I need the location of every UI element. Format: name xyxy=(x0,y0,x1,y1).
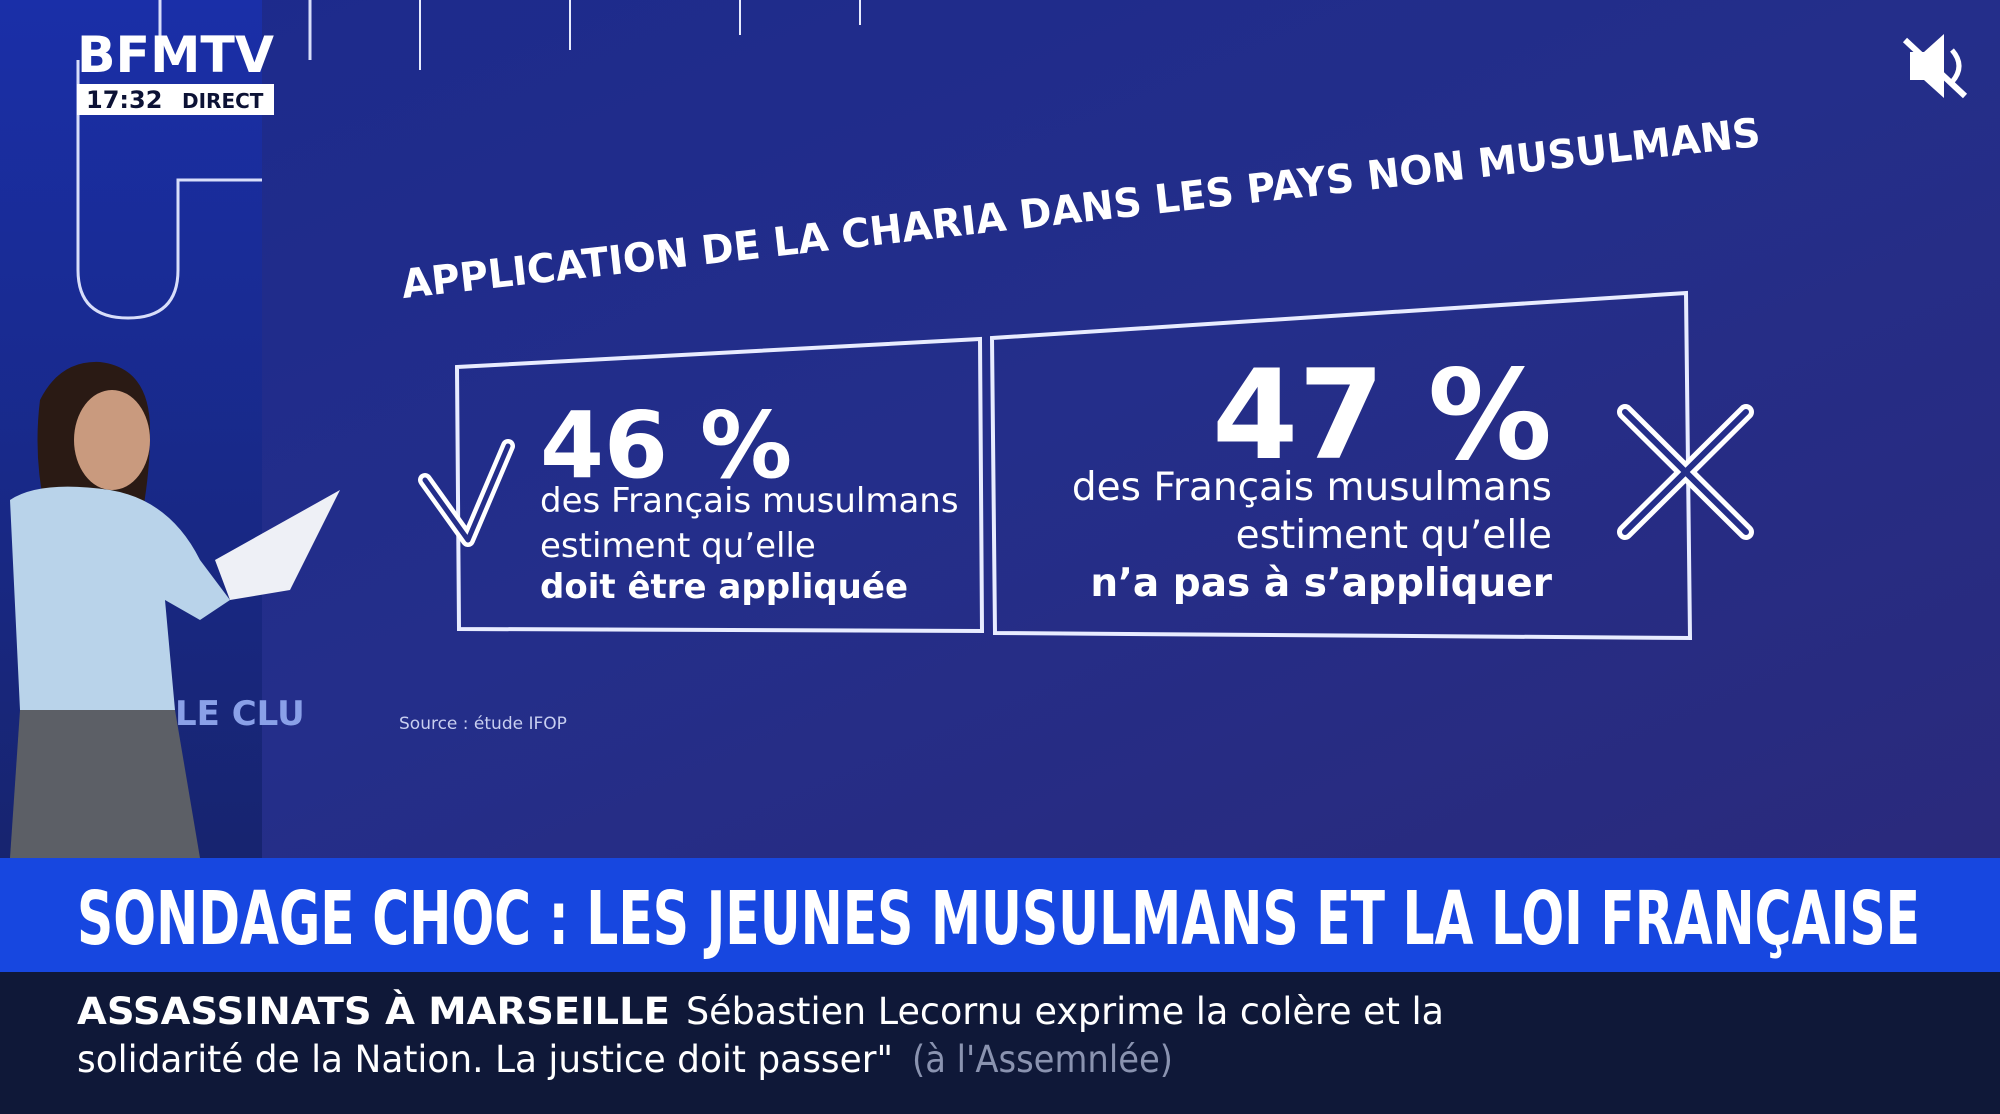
cross-icon-inner xyxy=(1622,409,1749,535)
ticker-bar xyxy=(0,972,2000,1114)
mute-button[interactable] xyxy=(1902,34,1968,99)
wall-decor xyxy=(76,0,312,320)
top-lines xyxy=(419,0,861,70)
presenter xyxy=(10,361,340,858)
live-label: DIRECT xyxy=(182,89,264,113)
card-frame xyxy=(454,336,985,634)
card-text: estiment qu’elle xyxy=(1236,513,1552,558)
channel-logo: BFMTV xyxy=(77,26,274,84)
card-text: des Français musulmans xyxy=(1072,465,1552,510)
card-text: estiment qu’elle xyxy=(540,526,816,566)
card-text: n’a pas à s’appliquer xyxy=(1090,561,1552,606)
headline-banner xyxy=(0,858,2000,972)
check-icon-inner xyxy=(422,443,511,543)
card-figure: 47 % xyxy=(1212,344,1552,488)
clock-box xyxy=(77,84,274,115)
clock-time: 17:32 xyxy=(86,86,162,114)
card-text: des Français musulmans xyxy=(540,481,959,521)
wall-text: LE CLU xyxy=(175,694,305,734)
ticker-aside: (à l'Assemnlée) xyxy=(912,1038,1173,1081)
screen-background xyxy=(0,0,2000,858)
card-frame xyxy=(989,290,1693,641)
ticker-text: solidarité de la Nation. La justice doit… xyxy=(77,1038,893,1081)
headline: SONDAGE CHOC : LES JEUNES MUSULMANS ET L… xyxy=(77,876,1920,962)
card-text: doit être appliquée xyxy=(540,567,908,607)
ticker-text: Sébastien Lecornu exprime la colère et l… xyxy=(686,990,1444,1033)
source-note: Source : étude IFOP xyxy=(399,714,567,734)
ticker-label: ASSASSINATS À MARSEILLE xyxy=(77,989,670,1033)
card-figure: 46 % xyxy=(540,392,792,499)
